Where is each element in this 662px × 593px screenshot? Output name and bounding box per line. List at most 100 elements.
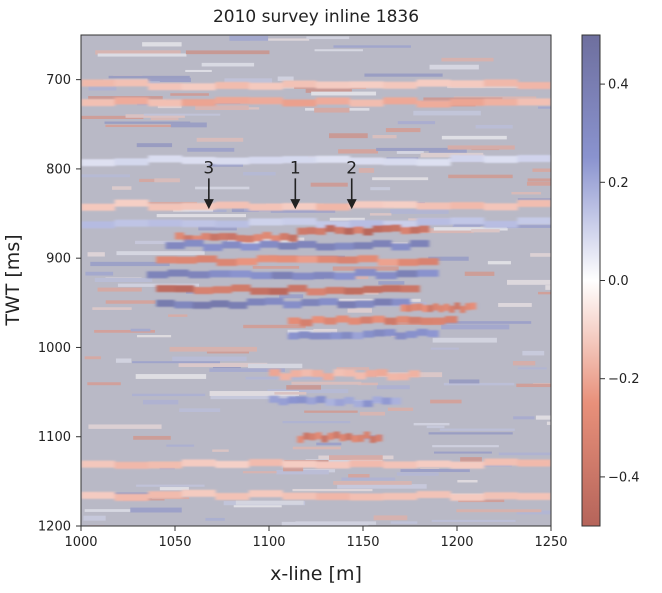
reflector-segment <box>311 316 325 324</box>
reflector-segment <box>416 158 451 166</box>
noise-patch <box>428 149 467 154</box>
reflector-segment <box>376 369 388 377</box>
reflector-segment <box>391 224 402 232</box>
noise-patch <box>532 168 551 172</box>
reflector-segment <box>148 83 183 91</box>
noise-patch <box>208 163 244 167</box>
reflector-segment <box>297 240 317 248</box>
x-tick-label: 1200 <box>440 535 473 550</box>
noise-patch <box>97 287 142 292</box>
noise-patch <box>187 147 235 152</box>
reflector-segment <box>248 218 283 226</box>
noise-patch <box>97 53 187 57</box>
noise-patch <box>516 383 551 388</box>
noise-patch <box>132 361 221 364</box>
reflector-segment <box>395 332 407 340</box>
noise-patch <box>166 444 195 447</box>
reflector-segment <box>282 492 317 500</box>
colorbar-tick-label: 0.2 <box>608 176 629 191</box>
reflector-segment <box>344 227 355 235</box>
reflector-segment <box>282 203 317 211</box>
noise-patch <box>227 237 305 242</box>
reflector-segment <box>215 96 250 104</box>
noise-patch <box>196 137 244 142</box>
noise-patch <box>431 519 516 522</box>
reflector-segment <box>363 400 373 408</box>
reflector-segment <box>181 156 216 164</box>
noise-patch <box>372 177 429 181</box>
noise-patch <box>428 256 469 261</box>
reflector-segment <box>148 99 183 107</box>
noise-patch <box>333 45 411 48</box>
noise-patch <box>538 291 551 295</box>
noise-patch <box>329 455 383 460</box>
reflector-segment <box>156 299 175 307</box>
y-axis-label: TWT [ms] <box>2 234 24 326</box>
noise-patch <box>170 122 207 128</box>
reflector-segment <box>282 99 317 107</box>
reflector-segment <box>330 332 343 340</box>
noise-patch <box>332 266 399 271</box>
reflector-segment <box>287 317 301 325</box>
noise-patch <box>430 347 459 350</box>
reflector-segment <box>290 370 302 378</box>
noise-patch <box>84 509 132 512</box>
reflector-segment <box>517 82 551 90</box>
noise-patch <box>142 399 179 405</box>
reflector-segment <box>262 231 272 239</box>
noise-patch <box>428 432 513 435</box>
noise-patch <box>439 428 515 431</box>
reflector-segment <box>372 240 392 248</box>
reflector-segment <box>316 221 351 229</box>
noise-patch <box>224 78 273 84</box>
noise-patch <box>81 174 130 178</box>
noise-patch <box>94 329 155 333</box>
reflector-segment <box>417 269 439 277</box>
reflector-segment <box>337 256 359 264</box>
noise-patch <box>83 515 106 521</box>
reflector-segment <box>375 434 383 442</box>
reflector-segment <box>148 203 183 211</box>
noise-patch <box>105 300 156 304</box>
reflector-segment <box>269 287 289 295</box>
noise-patch <box>85 271 114 276</box>
reflector-segment <box>383 201 418 209</box>
reflector-segment <box>146 271 169 279</box>
reflector-segment <box>372 315 385 323</box>
reflector-segment <box>196 255 218 263</box>
noise-patch <box>247 363 303 369</box>
reflector-segment <box>352 332 364 340</box>
reflector-segment <box>311 369 324 377</box>
noise-patch <box>154 178 180 183</box>
reflector-segment <box>244 235 255 243</box>
reflector-segment <box>215 157 250 165</box>
reflector-segment <box>381 225 392 233</box>
reflector-segment <box>114 158 149 166</box>
noise-patch <box>108 75 190 79</box>
reflector-segment <box>287 396 298 404</box>
reflector-segment <box>483 492 518 500</box>
noise-patch <box>270 210 336 213</box>
reflector-segment <box>383 81 418 89</box>
colorbar-tick-label: 0.4 <box>608 78 629 93</box>
reflector-segment <box>148 219 183 227</box>
reflector-segment <box>215 81 250 89</box>
noise-patch <box>90 261 170 267</box>
noise-patch <box>453 96 537 99</box>
reflector-segment <box>176 256 197 264</box>
reflector-segment <box>351 435 359 443</box>
noise-patch <box>443 382 515 386</box>
reflector-segment <box>181 99 216 107</box>
reflector-segment <box>297 396 308 404</box>
reflector-segment <box>81 460 116 468</box>
reflector-segment <box>450 202 485 210</box>
reflector-segment <box>248 203 283 211</box>
x-axis-label: x-line [m] <box>270 563 362 585</box>
noise-patch <box>304 410 358 413</box>
reflector-segment <box>345 433 353 441</box>
noise-patch <box>344 275 369 280</box>
reflector-segment <box>222 241 242 249</box>
reflector-segment <box>231 284 251 292</box>
noise-patch <box>195 186 250 190</box>
reflector-segment <box>299 319 313 327</box>
